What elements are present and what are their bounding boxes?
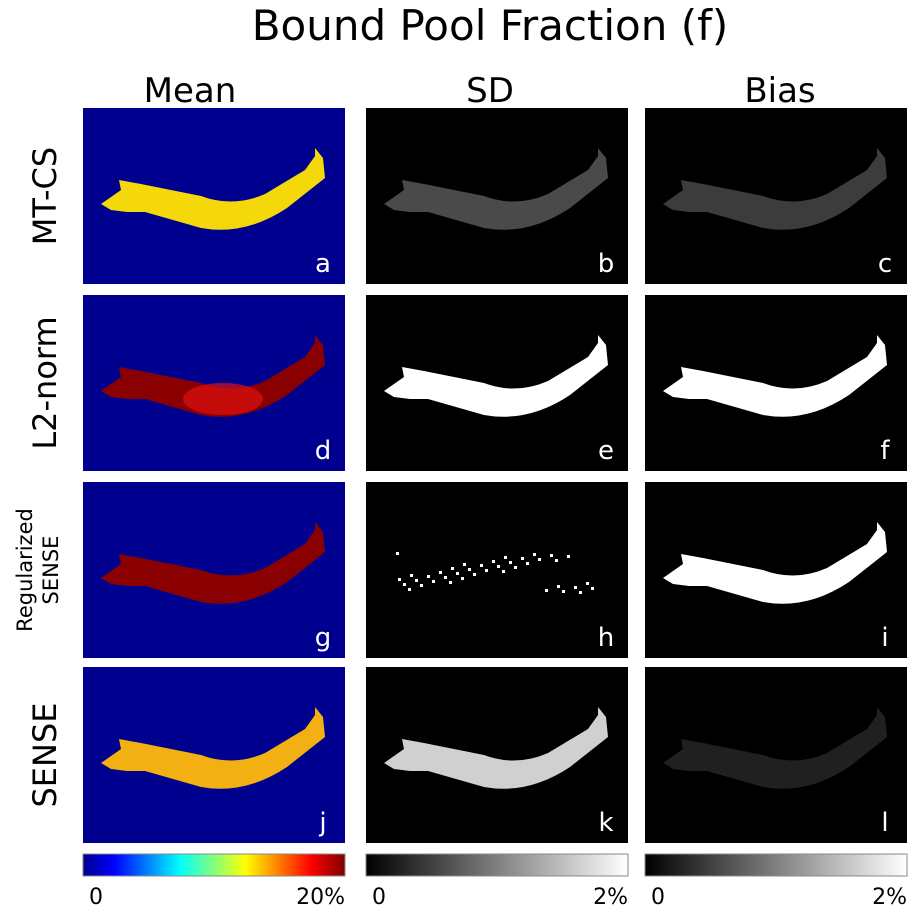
colorbar (645, 854, 907, 876)
image-panel: k (366, 667, 628, 843)
column-header: Mean (144, 71, 237, 111)
image-panel: b (366, 108, 628, 284)
speckle (550, 554, 553, 557)
row-label: Regularized (13, 508, 37, 632)
colorbar-min: 0 (372, 885, 386, 910)
column-header: Bias (744, 71, 815, 111)
speckle (473, 573, 476, 576)
panel-letter: k (598, 808, 613, 838)
row-label: MT-CS (26, 147, 64, 245)
speckle (432, 580, 435, 583)
speckle (410, 574, 413, 577)
image-panel: g (83, 482, 345, 658)
colorbar-min: 0 (651, 885, 665, 910)
panel-letter: h (598, 623, 614, 653)
colorbar-max: 2% (593, 885, 628, 910)
panel-letter: a (315, 249, 331, 279)
speckle (420, 584, 423, 587)
speckle (545, 589, 548, 592)
figure-title: Bound Pool Fraction (f) (252, 1, 729, 50)
speckle (555, 559, 558, 562)
speckle (451, 567, 454, 570)
speckle (504, 556, 507, 559)
speckle (439, 571, 442, 574)
speckle (403, 583, 406, 586)
image-panel: a (83, 108, 345, 284)
speckle (502, 570, 505, 573)
speckle (468, 568, 471, 571)
image-panel: c (645, 108, 907, 284)
speckle (427, 575, 430, 578)
speckle (574, 586, 577, 589)
figure: Bound Pool Fraction (f) Mean SD Bias MT-CS L… (0, 0, 913, 911)
speckle (533, 553, 536, 556)
speckle (591, 587, 594, 590)
image-panel: f (645, 295, 907, 471)
panel-letter: d (315, 436, 332, 466)
image-panel: j (83, 667, 345, 843)
speckle (408, 588, 411, 591)
column-header: SD (466, 71, 514, 111)
speckle (444, 576, 447, 579)
row-label: L2-norm (26, 316, 64, 449)
speckle (456, 572, 459, 575)
panel-letter: i (881, 623, 888, 653)
speckle (463, 563, 466, 566)
speckle (538, 558, 541, 561)
colorbar-max: 20% (296, 885, 345, 910)
speckle (415, 579, 418, 582)
speckle (485, 569, 488, 572)
speckle (579, 591, 582, 594)
speckle (562, 590, 565, 593)
speckle (398, 578, 401, 581)
colorbar (83, 854, 345, 876)
speckle (586, 582, 589, 585)
image-panel: e (366, 295, 628, 471)
speckle-region (183, 383, 263, 415)
row-label: SENSE (26, 703, 64, 808)
image-panel: h (366, 482, 628, 658)
panel-letter: b (598, 249, 615, 279)
row-label: SENSE (39, 536, 63, 605)
speckle (514, 566, 517, 569)
speckle (567, 555, 570, 558)
colorbar-min: 0 (89, 885, 103, 910)
panel-letter: e (598, 436, 614, 466)
panel-letter: g (315, 623, 332, 653)
panel-letter: f (880, 436, 890, 466)
colorbar (366, 854, 628, 876)
panel-letter: j (318, 808, 326, 838)
image-panel: i (645, 482, 907, 658)
panel-letter: l (881, 808, 888, 838)
image-panel: d (83, 295, 345, 471)
panel-letter: c (878, 249, 892, 279)
speckle (492, 560, 495, 563)
speckle (509, 561, 512, 564)
speckle (461, 577, 464, 580)
speckle (480, 564, 483, 567)
colorbar-max: 2% (872, 885, 907, 910)
speckle (557, 585, 560, 588)
speckle (396, 552, 399, 555)
image-panel: l (645, 667, 907, 843)
speckle (497, 565, 500, 568)
speckle (521, 557, 524, 560)
speckle (526, 562, 529, 565)
speckle (449, 581, 452, 584)
